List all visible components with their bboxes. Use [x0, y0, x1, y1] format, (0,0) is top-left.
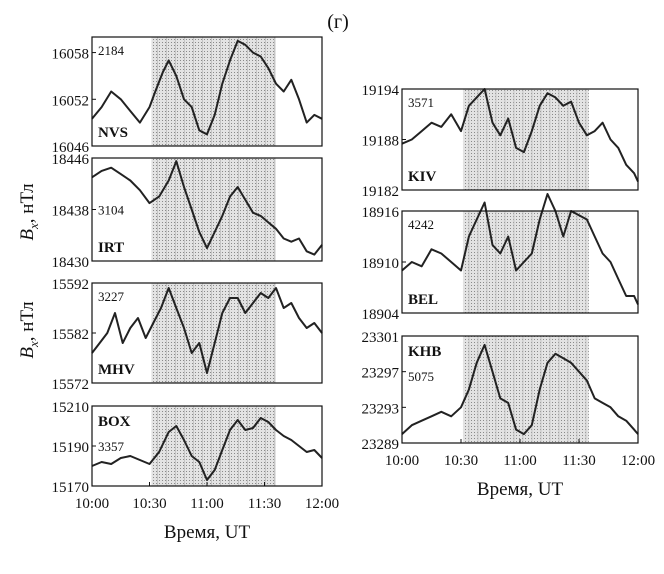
panel-bel: 18904 18910 18916 BEL 4242: [362, 193, 639, 323]
y-tick-label: 16052: [52, 93, 90, 109]
station-number: 2184: [98, 43, 125, 58]
x-tick-label: 10:30: [132, 496, 166, 512]
y-tick-label: 19194: [362, 83, 400, 99]
y-tick-label: 15170: [52, 480, 90, 496]
panel-nvs: 16046 16052 16058 NVS 2184: [52, 36, 323, 156]
svg-text:Bx, нТл: Bx, нТл: [17, 183, 41, 241]
station-number: 5075: [408, 369, 434, 384]
series-line: [401, 88, 639, 183]
y-tick-label: 18916: [362, 205, 400, 221]
y-tick-label: 16058: [52, 47, 90, 63]
y-axis-title-lower: Bx, нТл: [17, 301, 41, 359]
station-name: IRT: [98, 240, 124, 256]
shaded-interval: [151, 37, 276, 146]
station-number: 3357: [98, 439, 125, 454]
x-tick-label: 11:30: [562, 453, 596, 469]
station-name: BOX: [98, 414, 131, 430]
y-tick-label: 23301: [362, 330, 400, 346]
y-tick-label: 18910: [362, 256, 400, 272]
series-line: [401, 343, 639, 436]
y-axis-title-upper: Bx, нТл: [17, 183, 41, 241]
x-axis-title: Время, UT: [164, 522, 251, 543]
x-tick-label: 10:00: [385, 453, 419, 469]
x-tick-label: 11:00: [503, 453, 537, 469]
y-tick-label: 23289: [362, 437, 400, 453]
station-number: 3227: [98, 289, 125, 304]
x-tick-label: 11:30: [248, 496, 282, 512]
station-number: 4242: [408, 217, 434, 232]
y-tick-label: 18446: [52, 152, 90, 168]
series-line: [401, 193, 639, 305]
shaded-interval: [462, 89, 589, 190]
y-tick-label: 18438: [52, 204, 90, 220]
x-tick-label: 11:00: [190, 496, 224, 512]
panel-kiv: 19182 19188 19194 KIV 3571: [362, 83, 639, 200]
shaded-interval: [151, 406, 276, 486]
series-line: [91, 287, 323, 374]
station-name: NVS: [98, 125, 128, 141]
station-number: 3571: [408, 95, 434, 110]
y-tick-label: 15592: [52, 277, 90, 293]
y-tick-label: 15210: [52, 400, 90, 416]
y-tick-label: 18904: [362, 307, 400, 323]
y-tick-label: 23297: [362, 366, 400, 382]
x-tick-label: 10:00: [75, 496, 109, 512]
station-name: KHB: [408, 344, 441, 360]
series-line: [91, 39, 323, 136]
y-axis-title-subscript: x: [26, 341, 41, 348]
station-name: BEL: [408, 292, 438, 308]
y-tick-label: 16046: [52, 140, 90, 156]
x-tick-label: 12:00: [621, 453, 655, 469]
panel-mhv: 15572 15582 15592 MHV 3227: [52, 277, 323, 393]
x-tick-label: 12:00: [305, 496, 339, 512]
y-axis-title-symbol: B: [17, 229, 38, 241]
panel-irt: 18430 18438 18446 IRT 3104: [52, 152, 323, 271]
station-name: KIV: [408, 169, 437, 185]
y-tick-label: 18430: [52, 255, 90, 271]
y-tick-label: 15582: [52, 327, 90, 343]
y-axis-title-symbol: B: [17, 347, 38, 359]
y-tick-label: 19182: [362, 184, 400, 200]
panel-frame: [91, 36, 323, 147]
shaded-interval: [462, 211, 589, 313]
figure-label: (г): [327, 11, 349, 33]
y-axis-title-subscript: x: [26, 223, 41, 230]
y-tick-label: 15190: [52, 440, 90, 456]
series-line: [91, 160, 323, 256]
panel-box: 15170 15190 15210 BOX 3357 10:00 10:30 11:00 11:…: [52, 400, 340, 543]
y-axis-title-unit: , нТл: [17, 183, 38, 223]
y-tick-label: 15572: [52, 377, 90, 393]
shaded-interval: [151, 158, 276, 261]
station-number: 3104: [98, 203, 125, 218]
x-axis-title: Время, UT: [477, 479, 564, 500]
panels: 16046 16052 16058 NVS 2184 18430 18438 18446 IRT…: [52, 36, 656, 543]
x-tick-label: 10:30: [444, 453, 478, 469]
station-name: MHV: [98, 362, 135, 378]
y-axis-title-unit: , нТл: [17, 301, 38, 341]
svg-text:Bx, нТл: Bx, нТл: [17, 301, 41, 359]
y-tick-label: 19188: [362, 134, 400, 150]
series-line: [91, 417, 323, 481]
panel-khb: 23289 23293 23297 23301 KHB 5075 10:00 10:30 11:…: [362, 330, 656, 500]
y-tick-label: 23293: [362, 401, 400, 417]
